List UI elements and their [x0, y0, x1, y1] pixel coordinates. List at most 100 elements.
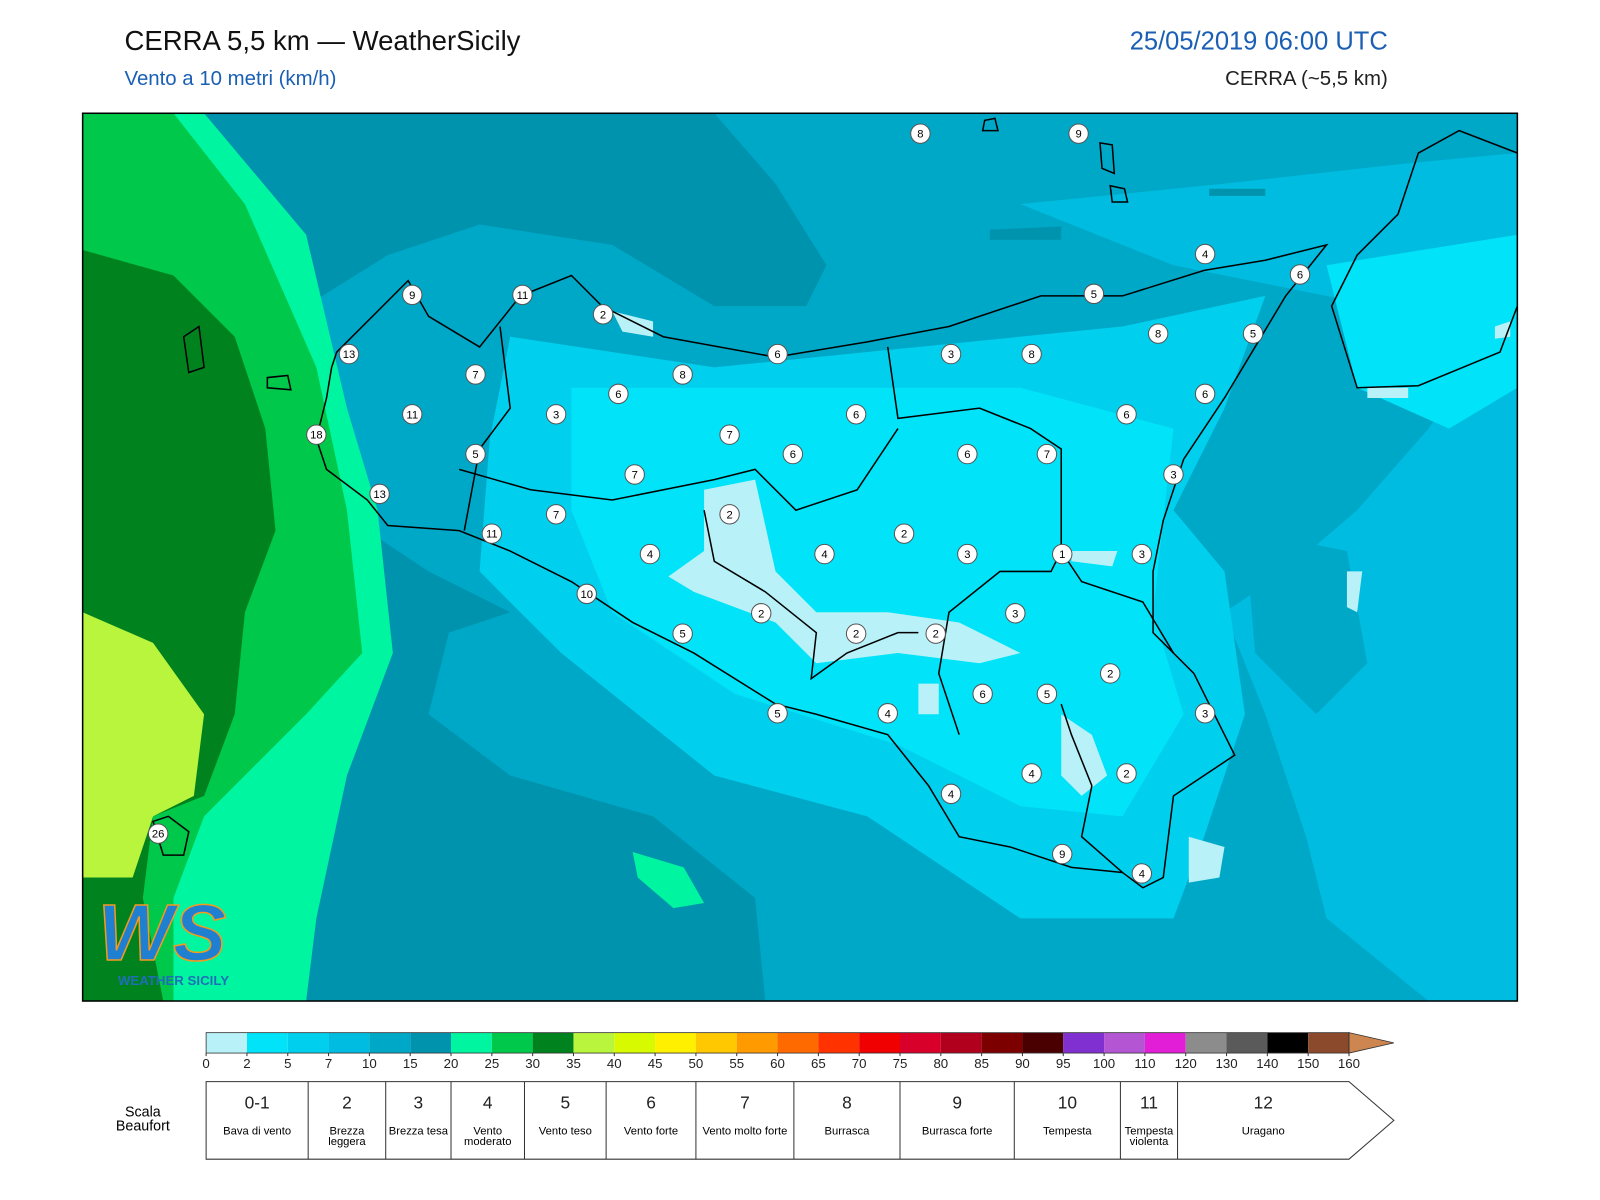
station-value: 4 — [885, 708, 891, 720]
station-marker — [782, 443, 804, 465]
station-value: 9 — [409, 290, 415, 302]
station-value: 7 — [553, 509, 559, 521]
beaufort-label-box: Vento forte — [623, 1126, 679, 1138]
beaufort-label-box: Vento molto forte — [702, 1126, 788, 1138]
station-marker — [910, 123, 931, 144]
beaufort-label-box: Bava di vento — [223, 1126, 292, 1138]
island — [182, 325, 205, 374]
station-marker — [369, 483, 390, 505]
colorbar-swatch — [206, 1032, 247, 1054]
station-value: 2 — [758, 608, 764, 620]
station-value: 8 — [1155, 329, 1161, 341]
colorbar-swatch — [1226, 1032, 1268, 1054]
station-marker — [672, 364, 693, 385]
colorbar-tick-label: 70 — [852, 1056, 867, 1071]
station-marker — [465, 443, 486, 465]
station-value: 5 — [680, 629, 686, 641]
station-marker — [1131, 543, 1153, 565]
beaufort-label: Vento molto forte — [702, 1126, 788, 1138]
colorbar-swatch — [981, 1032, 1023, 1054]
station-marker — [608, 383, 629, 405]
border — [1060, 703, 1123, 874]
station-value: 6 — [964, 449, 970, 461]
station-value: 6 — [980, 689, 986, 701]
station-marker — [925, 623, 946, 644]
station-marker — [767, 703, 788, 724]
wind-area — [1020, 153, 1518, 1002]
colorbar-swatch — [491, 1032, 533, 1054]
station-marker — [592, 304, 614, 325]
colorbar-swatch — [532, 1032, 574, 1054]
colorbar-tick-label: 45 — [648, 1056, 663, 1071]
beaufort-title-box: Scala Beaufort — [116, 1104, 170, 1133]
station-value: 5 — [774, 708, 780, 720]
station-marker — [672, 623, 693, 644]
beaufort-force: 4 — [483, 1093, 493, 1113]
station-value: 6 — [790, 449, 796, 461]
border — [458, 428, 899, 512]
beaufort-label: Vento forte — [623, 1126, 679, 1138]
colorbar-tick-label: 130 — [1215, 1056, 1237, 1071]
wind-area — [668, 479, 1021, 664]
colorbar-tick-label: 120 — [1175, 1056, 1197, 1071]
station-value: 3 — [1139, 549, 1145, 561]
beaufort-frame — [205, 1081, 1395, 1160]
wind-area — [612, 311, 654, 337]
beaufort-label: Bava di vento — [223, 1126, 292, 1138]
station-value: 9 — [1059, 849, 1065, 861]
station-marker — [1131, 863, 1153, 884]
station-value: 2 — [1107, 668, 1113, 680]
colorbar-swatch — [246, 1032, 288, 1054]
station-marker — [1163, 464, 1184, 485]
station-value: 7 — [472, 369, 478, 381]
station-value: 3 — [964, 549, 970, 561]
station-value: 8 — [680, 369, 686, 381]
beaufort-label: Burrasca — [824, 1126, 870, 1138]
station-value: 6 — [615, 389, 621, 401]
station-value: 6 — [1123, 409, 1129, 421]
colorbar-swatch — [1063, 1032, 1105, 1054]
beaufort-label-box: Tempesta — [1043, 1127, 1092, 1138]
title: CERRA 5,5 km — WeatherSicily — [124, 25, 520, 56]
colorbar-tick-label: 7 — [325, 1056, 332, 1071]
colorbar-swatch — [614, 1032, 656, 1054]
station-value: 11 — [486, 529, 498, 541]
colorbar-tick-label: 5 — [284, 1056, 291, 1071]
wind-area — [1244, 530, 1368, 715]
wind-area — [1346, 571, 1363, 613]
station-marker — [1194, 703, 1216, 724]
station-value: 3 — [1202, 708, 1208, 720]
station-marker — [957, 443, 978, 465]
station-marker — [1036, 683, 1058, 705]
wind-area — [1061, 714, 1108, 796]
datetime: 25/05/2019 06:00 UTC — [1130, 28, 1388, 56]
beaufort-label: Burrasca forte — [921, 1126, 993, 1138]
colorbar-extend — [1348, 1032, 1394, 1054]
beaufort-label: Uragano — [1241, 1126, 1285, 1138]
station-marker — [1005, 603, 1026, 624]
station-marker — [972, 683, 993, 705]
beaufort-label: Tempesta violenta — [1124, 1126, 1174, 1148]
wind-area — [1209, 188, 1266, 196]
station-marker — [1036, 443, 1058, 465]
beaufort-force: 0-1 — [245, 1093, 270, 1113]
beaufort-force: 2 — [342, 1093, 352, 1113]
station-marker — [512, 284, 533, 306]
station-marker — [1116, 763, 1137, 784]
colorbar-tick-label: 15 — [403, 1056, 418, 1071]
border — [1060, 550, 1175, 654]
colorbar-tick-label: 25 — [484, 1056, 499, 1071]
wind-area — [1326, 234, 1518, 429]
station-marker — [893, 523, 915, 544]
station-marker — [545, 504, 567, 525]
colorbar-swatch — [369, 1032, 411, 1054]
colorbar-swatch — [900, 1032, 941, 1054]
station-value: 8 — [1029, 349, 1035, 361]
colorbar-tick-label: 35 — [566, 1056, 581, 1071]
coastline — [1330, 129, 1518, 389]
legend: 0 2 5 7 10 15 20 25 30 35 40 45 50 55 60 65 70 75 80 85 90 95… — [116, 1032, 1395, 1160]
station-marker — [877, 703, 898, 724]
wind-area — [1367, 387, 1409, 398]
beaufort-force: 9 — [952, 1093, 962, 1113]
